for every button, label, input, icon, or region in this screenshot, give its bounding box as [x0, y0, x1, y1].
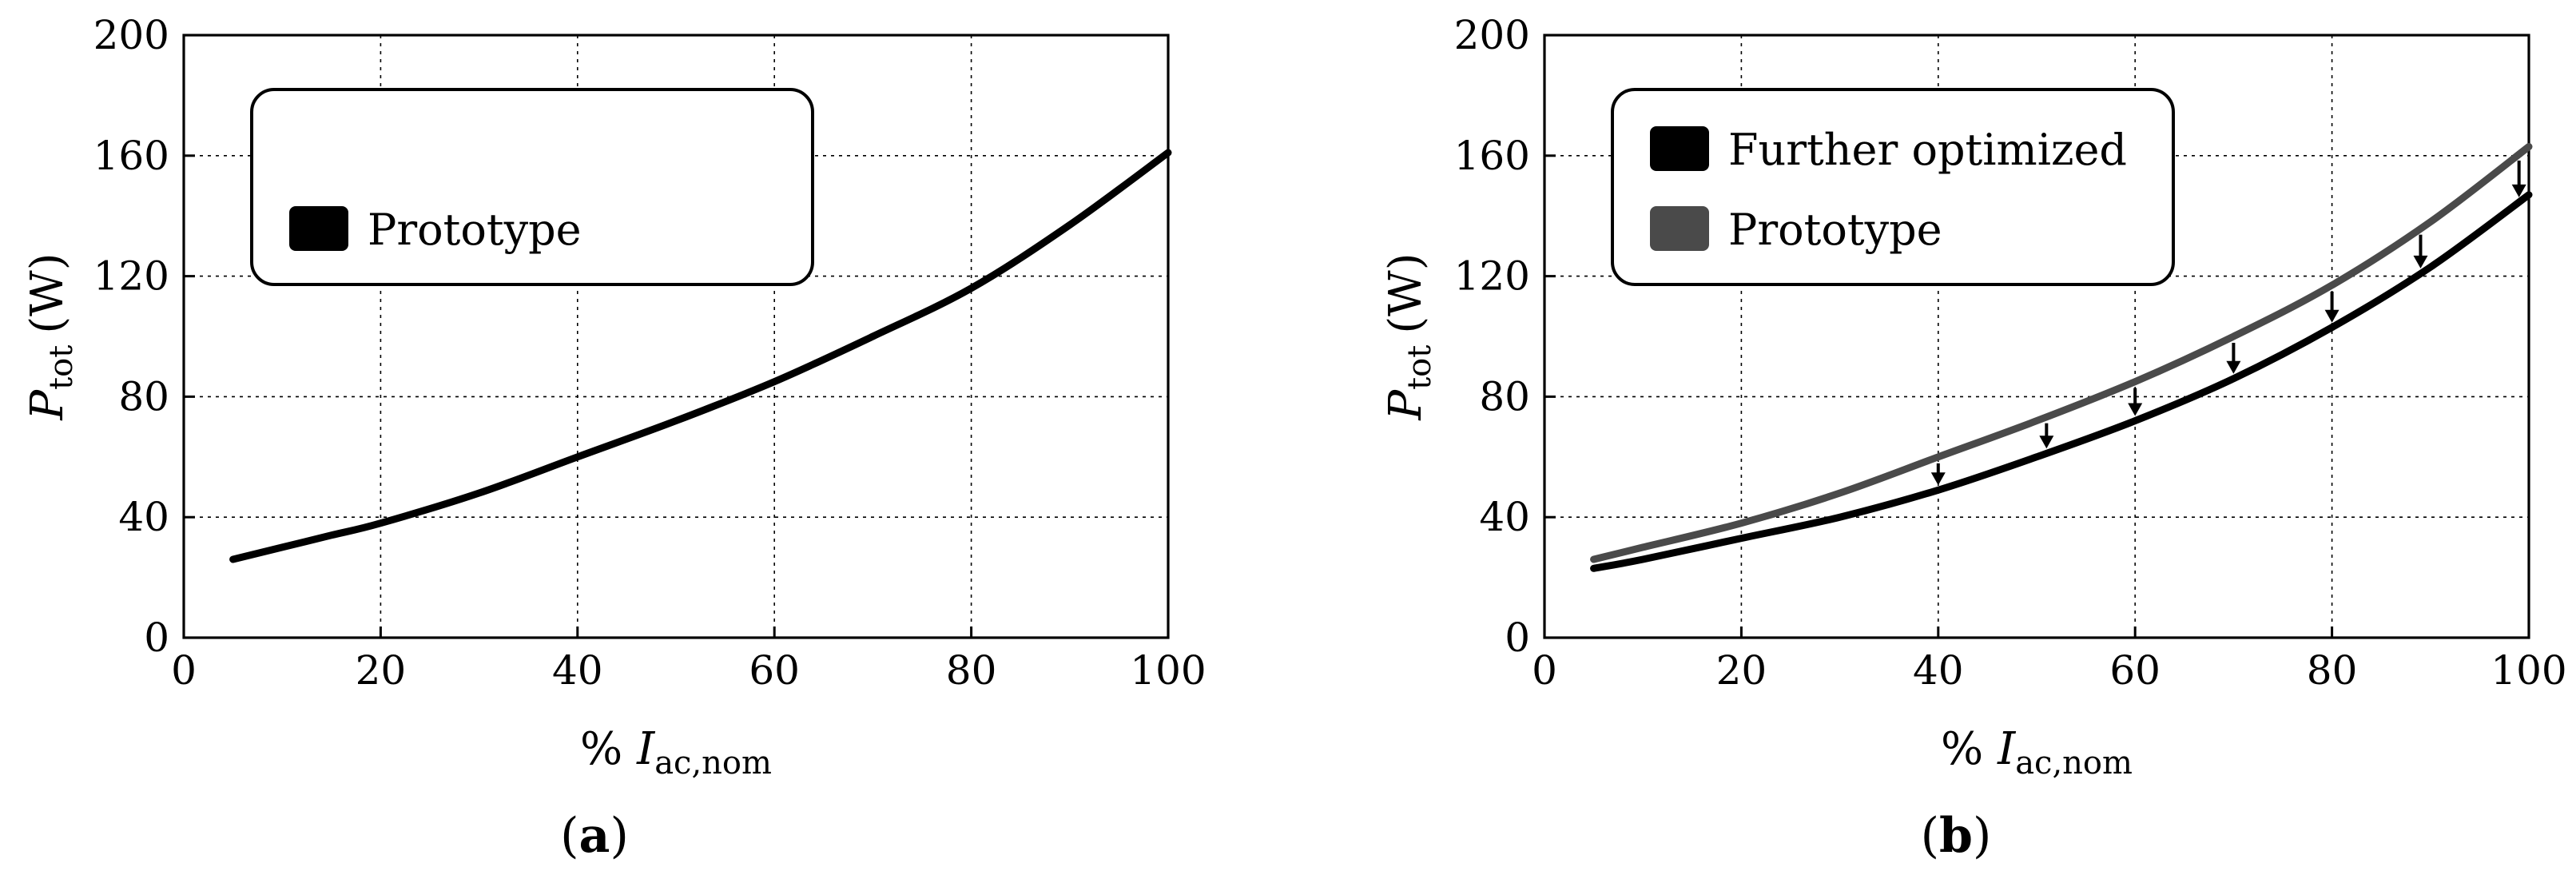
- x-tick-label-b-0: 0: [1532, 647, 1557, 694]
- x-tick-label-a-2: 40: [552, 647, 603, 694]
- y-tick-label-b-0: 0: [1505, 615, 1530, 661]
- legend-box-b: [1611, 88, 2175, 286]
- y-tick-label-a-3: 120: [93, 253, 169, 300]
- y-tick-label-b-3: 120: [1454, 253, 1530, 300]
- x-tick-label-a-5: 100: [1130, 647, 1206, 694]
- reduction-arrow-3: [2226, 343, 2241, 374]
- series-line-prototype-b: [1590, 143, 2533, 563]
- x-tick-label-b-3: 60: [2109, 647, 2161, 694]
- legend-label-prototype-b: Prototype: [1728, 205, 1942, 255]
- x-tick-label-b-1: 20: [1716, 647, 1767, 694]
- reduction-arrow-5: [2413, 234, 2428, 268]
- y-tick-label-b-1: 40: [1479, 494, 1530, 540]
- arrows-b: [1930, 160, 2526, 486]
- legend-swatch-prototype-b: [1650, 206, 1709, 251]
- x-tick-label-a-0: 0: [171, 647, 197, 694]
- x-tick-label-b-4: 80: [2307, 647, 2358, 694]
- reduction-arrow-1: [2039, 423, 2054, 449]
- legend-label-prototype: Prototype: [368, 205, 582, 255]
- x-tick-label-b-5: 100: [2491, 647, 2566, 694]
- reduction-arrow-0: [1930, 463, 1946, 486]
- series-line-further-optimized-b: [1590, 191, 2533, 572]
- y-tick-label-b-4: 160: [1454, 133, 1530, 179]
- series-line-prototype-a: [229, 149, 1172, 563]
- legend-swatch-further-optimized: [1650, 126, 1709, 171]
- y-tick-label-b-5: 200: [1454, 12, 1530, 58]
- x-tick-label-b-2: 40: [1913, 647, 1964, 694]
- x-tick-label-a-3: 60: [749, 647, 800, 694]
- x-tick-label-a-4: 80: [946, 647, 997, 694]
- x-axis-label-b: % Iac,nom: [1941, 723, 2133, 782]
- plot-frame-b: [1543, 34, 2530, 639]
- y-tick-label-a-1: 40: [118, 494, 169, 540]
- series-b: [1590, 143, 2533, 572]
- reduction-arrow-2: [2128, 388, 2143, 416]
- legend-box-a: [250, 88, 814, 286]
- legend-a: Prototype: [250, 88, 814, 286]
- legend-b: Further optimized Prototype: [1611, 88, 2175, 286]
- panel-label-a: (a): [560, 808, 629, 864]
- y-tick-label-a-0: 0: [144, 615, 169, 661]
- x-axis-label-a: % Iac,nom: [580, 723, 772, 782]
- x-tick-label-a-1: 20: [356, 647, 407, 694]
- plot-frame-a: [182, 34, 1170, 639]
- y-tick-label-a-2: 80: [118, 373, 169, 420]
- y-tick-label-a-5: 200: [93, 12, 169, 58]
- y-tick-label-a-4: 160: [93, 133, 169, 179]
- y-axis-label-b: Ptot(W): [1380, 253, 1438, 420]
- y-axis-label-a: Ptot(W): [22, 253, 80, 420]
- panel-a: 0 20 40 60 80 100 0 40 80 120 160 200 Prototype % I…: [22, 12, 1207, 864]
- ticks-a: 0 20 40 60 80 100 0 40 80 120 160 200: [93, 12, 1207, 694]
- reduction-arrow-4: [2324, 291, 2339, 323]
- y-tick-label-b-2: 80: [1479, 373, 1530, 420]
- series-a: [229, 149, 1172, 563]
- legend-label-further-optimized: Further optimized: [1728, 125, 2127, 175]
- panel-label-b: (b): [1921, 808, 1992, 864]
- reduction-arrow-6: [2511, 160, 2526, 197]
- panel-b: 0 20 40 60 80 100 0 40 80 120 160 200 Further optim…: [1380, 12, 2567, 864]
- legend-swatch-prototype: [289, 206, 348, 251]
- ticks-b: 0 20 40 60 80 100 0 40 80 120 160 200: [1454, 12, 2567, 694]
